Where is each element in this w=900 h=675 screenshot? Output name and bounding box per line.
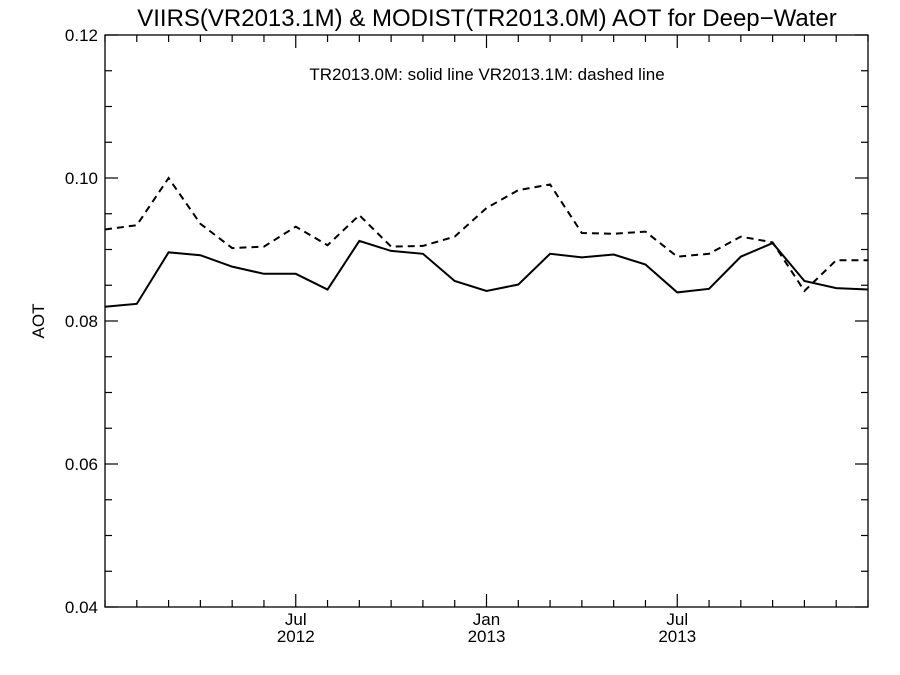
y-tick-label: 0.06 bbox=[65, 455, 98, 474]
x-tick-label-month: Jul bbox=[666, 610, 688, 629]
y-tick-label: 0.08 bbox=[65, 312, 98, 331]
line-style-annotation: TR2013.0M: solid line VR2013.1M: dashed … bbox=[309, 65, 664, 84]
x-tick-label-month: Jul bbox=[285, 610, 307, 629]
y-tick-label: 0.12 bbox=[65, 26, 98, 45]
series-lines bbox=[104, 176, 869, 308]
plot-frame bbox=[104, 34, 869, 608]
chart-title: VIIRS(VR2013.1M) & MODIST(TR2013.0M) AOT… bbox=[137, 5, 837, 32]
series-line-solid bbox=[104, 239, 869, 308]
y-axis-label: AOT bbox=[29, 304, 48, 339]
y-tick-label: 0.04 bbox=[65, 598, 98, 617]
x-tick-label-year: 2013 bbox=[468, 627, 506, 646]
y-tick-label: 0.10 bbox=[65, 169, 98, 188]
x-tick-label-year: 2012 bbox=[277, 627, 315, 646]
x-tick-label-year: 2013 bbox=[658, 627, 696, 646]
x-tick-label-month: Jan bbox=[473, 610, 500, 629]
y-ticks: 0.04 0.06 0.08 0.10 0.12 bbox=[65, 26, 868, 617]
series-line-dashed bbox=[104, 176, 868, 293]
